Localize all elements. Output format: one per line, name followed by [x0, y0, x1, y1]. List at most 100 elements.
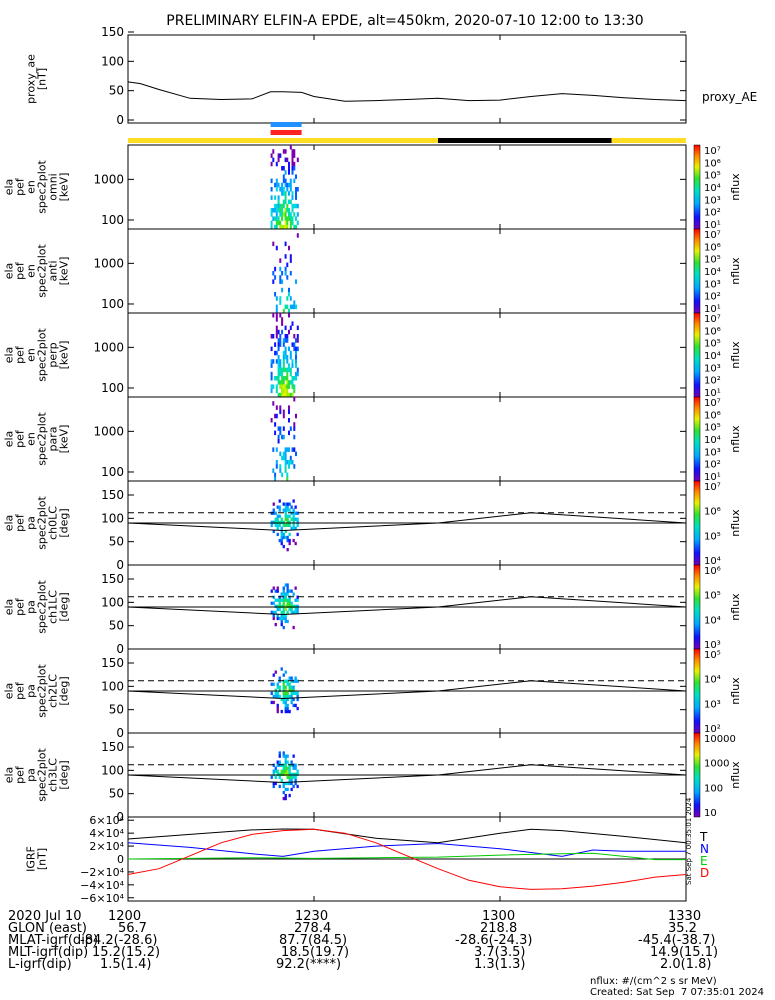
spec3-cell [293, 434, 296, 440]
spec0-cell [295, 203, 297, 209]
spec0-cell [272, 216, 275, 221]
spec0-cell [293, 149, 296, 154]
science-zone-blue-bar [270, 122, 302, 127]
pa0-cell [296, 520, 299, 524]
igrf-legend-E: E [700, 854, 708, 868]
spec2-yticklabel-0: 1000 [93, 340, 124, 354]
igrf-ylabel-0: IGRF [25, 846, 38, 872]
spec2-cell [291, 392, 294, 398]
spec1-cell [275, 308, 278, 314]
pa0-cell [284, 502, 287, 506]
spec0-cell [284, 216, 287, 221]
pa2-ylabel-4: ch2LC [47, 674, 60, 708]
bottom-row-4-col2: 92.2(****) [276, 957, 342, 972]
pa1-cell [294, 598, 297, 602]
pa1-cell [288, 589, 291, 593]
spec2-cell [296, 371, 299, 377]
pa3-cell [282, 763, 285, 767]
spec0-cell [284, 157, 287, 163]
spec0-cell [279, 224, 282, 230]
pa1-cell [282, 625, 285, 630]
spec1-cell [288, 287, 290, 293]
pa2-cell [288, 709, 291, 714]
ae-yticklabel-2: 50 [109, 84, 124, 98]
pa1-ylabel-0: ela [3, 599, 16, 616]
pa3-cell [292, 763, 295, 767]
spec2-cell [295, 350, 297, 356]
spec1-cell [289, 296, 292, 301]
pa0-cell [278, 505, 281, 509]
spec0-cell [293, 166, 296, 171]
pa2-cell [278, 676, 281, 680]
pa0-cell [286, 548, 289, 552]
pa2-cell [282, 673, 285, 677]
pa2-cell [270, 691, 273, 695]
pa2-cell [294, 679, 297, 683]
pa2-cell [284, 703, 287, 708]
spec0-cell [281, 203, 284, 209]
spec2-cell [279, 380, 282, 385]
pa1-cell [272, 595, 275, 599]
colorbar-5-label-0: 10⁶ [704, 566, 721, 577]
spec3-cell [281, 434, 284, 440]
pa2-cell [290, 694, 293, 698]
pa3-yticklabel-0: 150 [101, 740, 124, 754]
pa3-cell [288, 793, 291, 798]
pa2-cell [288, 676, 291, 680]
pa2-cell [290, 691, 293, 695]
pa0-cell [292, 511, 295, 515]
spec2-cell [296, 325, 299, 331]
bottom-row-1-label: GLON (east) [8, 921, 87, 936]
pa0-cell [274, 511, 277, 515]
spec1-cell [275, 245, 278, 251]
spec1-cell [281, 271, 284, 276]
spec2-cell [288, 380, 290, 385]
colorbar-6-unit: nflux [729, 677, 742, 705]
pa3-cell [292, 766, 295, 770]
pa1-cell [290, 589, 293, 593]
spec2-cell [284, 338, 287, 343]
spec2-cell [291, 384, 294, 389]
pa0-cell [278, 508, 281, 512]
spec2-cell [284, 376, 287, 381]
pa3-ylabel-4: ch3LC [47, 758, 60, 792]
spec1-cell [274, 275, 277, 280]
spec0-cell [275, 216, 278, 221]
spec1-cell [279, 300, 282, 305]
pa1-cell [282, 601, 285, 605]
spec0-cell [281, 212, 284, 217]
spec2-cell [288, 384, 290, 389]
ae-yticklabel-3: 0 [116, 113, 124, 127]
spec0-cell [272, 208, 275, 213]
pa1-cell [286, 592, 289, 596]
bottom-row-4-col3: 1.3(1.3) [474, 957, 526, 972]
ae-yticklabel-1: 100 [101, 54, 124, 68]
spec1-cell [289, 304, 292, 310]
spec0-cell [289, 178, 292, 184]
pa3-yticklabel-1: 100 [101, 763, 124, 777]
spec3-cell [274, 476, 277, 482]
spec2-cell [284, 367, 287, 373]
pa1-cell [276, 586, 279, 590]
pa1-cell [282, 616, 285, 621]
spec0-cell [284, 199, 287, 205]
pa0-cell [276, 526, 279, 530]
spec2-cell [284, 325, 287, 331]
pa3-cell [286, 766, 289, 770]
spec3-cell [279, 405, 282, 410]
spec0-cell [284, 182, 287, 188]
spec2-cell [277, 376, 280, 381]
spec0-cell [275, 161, 278, 167]
spec3-cell [293, 397, 296, 402]
spec2-cell [284, 388, 287, 394]
spec3-cell [275, 413, 278, 419]
pa2-cell [280, 667, 283, 671]
spec2-cell [277, 363, 280, 368]
pa0-cell [292, 499, 295, 503]
pa2-cell [284, 685, 287, 689]
pa3-cell [278, 784, 281, 789]
pa1-cell [272, 616, 275, 621]
pa0-cell [296, 532, 299, 537]
spec0-cell [277, 216, 280, 221]
